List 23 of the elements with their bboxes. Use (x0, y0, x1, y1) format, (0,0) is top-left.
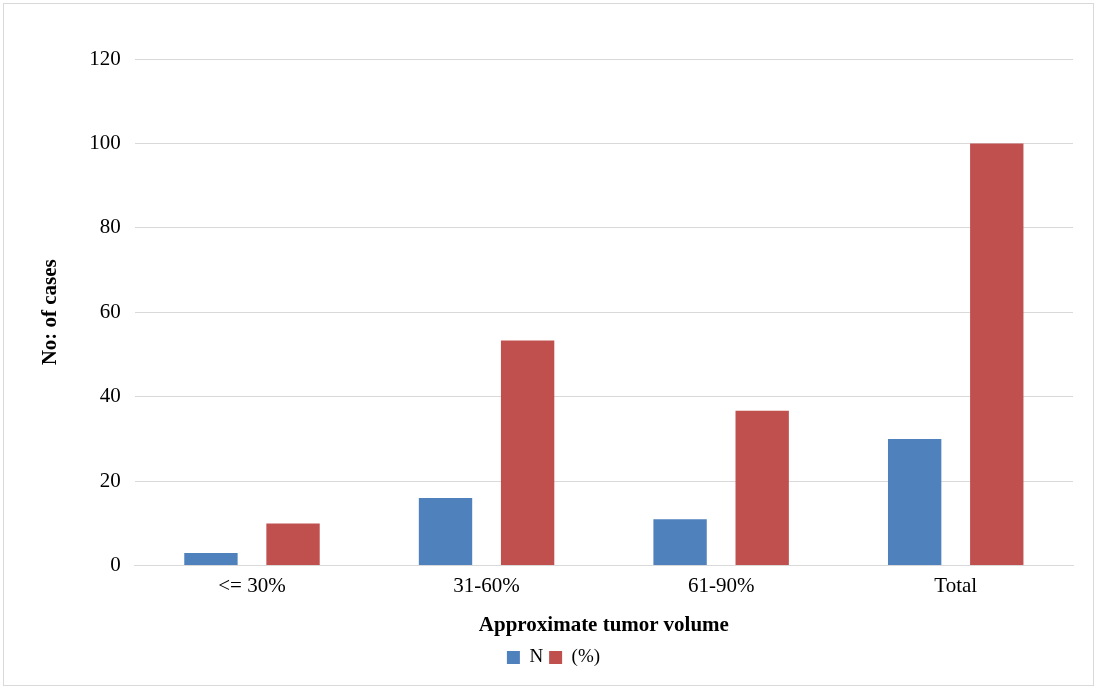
bar (887, 438, 942, 566)
legend-label: (%) (571, 645, 601, 668)
bar (735, 410, 789, 566)
y-tick-label: 20 (99, 467, 121, 492)
bar (500, 340, 555, 566)
y-tick-label: 120 (89, 45, 121, 70)
x-axis-title: Approximate tumor volume (478, 611, 729, 636)
bar (970, 143, 1024, 566)
x-tick-label: <= 30% (218, 572, 286, 597)
x-tick-label: Total (934, 572, 978, 597)
y-tick-label: 0 (110, 552, 121, 577)
y-tick-label: 100 (89, 129, 121, 154)
bar (418, 498, 473, 566)
bar (266, 523, 320, 566)
x-tick-label: 61-90% (687, 572, 755, 597)
bar (653, 519, 707, 566)
bar (184, 552, 238, 566)
y-axis-title: No: of cases (37, 259, 62, 366)
y-tick-label: 40 (99, 383, 121, 408)
y-tick-label: 60 (99, 298, 121, 323)
legend-label: N (529, 645, 544, 667)
y-tick-label: 80 (99, 214, 121, 239)
x-tick-label: 31-60% (453, 572, 520, 597)
